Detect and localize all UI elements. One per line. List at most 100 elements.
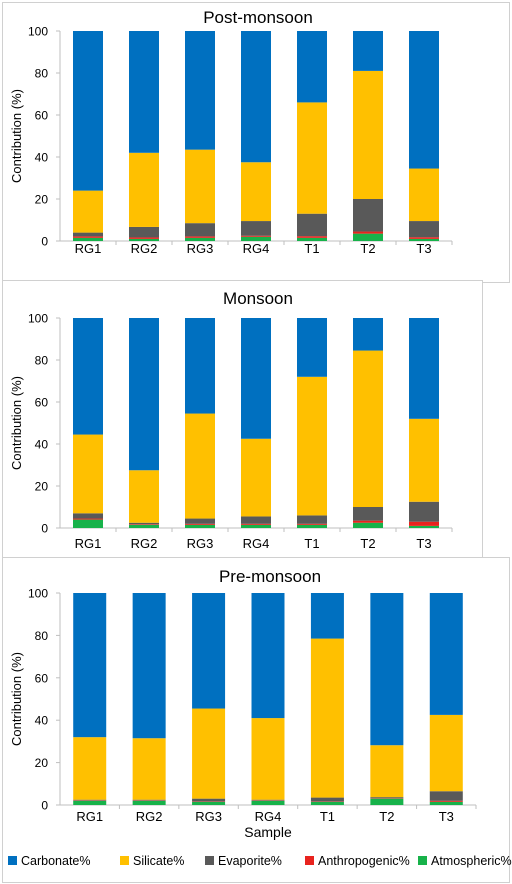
x-tick-label: T1 (320, 809, 335, 824)
y-tick-label: 0 (41, 799, 48, 813)
legend-label-anthropogenic: Anthropogenic% (318, 854, 410, 868)
bar-carbonate-rg4 (241, 31, 271, 163)
y-tick-label: 80 (35, 354, 49, 368)
bar-evaporite-t1 (297, 213, 327, 237)
bar-carbonate-t2 (353, 31, 383, 71)
y-tick-label: 40 (35, 151, 49, 165)
legend-swatch-atmospheric (418, 856, 427, 865)
legend-label-evaporite: Evaporite% (218, 854, 282, 868)
legend-swatch-evaporite (205, 856, 214, 865)
bar-carbonate-rg3 (185, 31, 215, 150)
chart-panel-1: Post-monsoon Contribution (%) 0 20 40 60 80 100… (2, 2, 510, 283)
bar-evaporite-rg3 (185, 518, 215, 524)
bar-atmospheric-t1 (310, 801, 344, 805)
bar-atmospheric-t1 (297, 524, 327, 528)
bar-silicate-rg3 (185, 149, 215, 224)
bar-carbonate-t3 (409, 318, 439, 419)
x-tick-label: T2 (360, 241, 375, 256)
bar-atmospheric-rg4 (241, 236, 271, 241)
chart-title: Post-monsoon (203, 8, 313, 27)
bar-evaporite-t2 (370, 797, 404, 799)
bar-evaporite-rg4 (241, 221, 271, 236)
bar-evaporite-rg3 (192, 798, 226, 802)
x-tick-label: RG1 (76, 809, 103, 824)
legend-label-silicate: Silicate% (133, 854, 184, 868)
y-tick-label: 100 (28, 587, 48, 601)
bar-carbonate-rg4 (251, 593, 285, 719)
x-tick-label: T2 (360, 536, 375, 551)
x-tick-label: T2 (379, 809, 394, 824)
bar-evaporite-t2 (353, 507, 383, 521)
bar-silicate-t2 (353, 70, 383, 200)
bar-evaporite-t1 (297, 515, 327, 524)
bar-evaporite-rg1 (73, 513, 103, 519)
bar-evaporite-t2 (353, 199, 383, 232)
bar-atmospheric-rg4 (251, 800, 285, 805)
bar-silicate-rg4 (241, 438, 271, 517)
x-tick-label: RG2 (131, 536, 158, 551)
bar-evaporite-t1 (310, 797, 344, 802)
bar-evaporite-rg2 (129, 522, 159, 525)
bar-carbonate-rg1 (73, 318, 103, 435)
bar-carbonate-rg1 (73, 31, 103, 191)
x-tick-label: RG4 (243, 241, 270, 256)
bar-silicate-rg2 (132, 738, 166, 800)
bar-carbonate-t1 (297, 318, 327, 377)
bar-carbonate-rg2 (132, 593, 166, 739)
bar-atmospheric-rg1 (73, 519, 103, 528)
bar-silicate-t1 (310, 638, 344, 798)
bar-anthropogenic-rg2 (129, 237, 159, 239)
bar-anthropogenic-t3 (409, 237, 439, 239)
y-tick-label: 80 (35, 629, 49, 643)
x-tick-label: RG1 (75, 536, 102, 551)
x-tick-label: RG2 (131, 241, 158, 256)
bar-anthropogenic-rg2 (129, 524, 159, 525)
x-tick-label: T1 (304, 536, 319, 551)
bar-atmospheric-rg2 (132, 800, 166, 805)
bar-evaporite-rg3 (185, 223, 215, 237)
x-tick-label: RG4 (255, 809, 282, 824)
bar-silicate-rg1 (73, 737, 107, 800)
legend-swatch-silicate (120, 856, 129, 865)
legend-swatch-anthropogenic (305, 856, 314, 865)
y-tick-label: 100 (28, 312, 48, 326)
chart-title: Pre-monsoon (219, 567, 321, 586)
bar-silicate-t3 (409, 168, 439, 222)
bar-atmospheric-t1 (297, 237, 327, 241)
y-tick-label: 60 (35, 671, 49, 685)
bar-anthropogenic-rg3 (185, 236, 215, 238)
legend-label-atmospheric: Atmospheric% (431, 854, 512, 868)
bar-atmospheric-t3 (429, 801, 463, 805)
bar-evaporite-rg4 (251, 799, 285, 801)
y-tick-label: 0 (41, 235, 48, 249)
bar-atmospheric-t3 (409, 238, 439, 241)
legend-label-carbonate: Carbonate% (21, 854, 91, 868)
bar-atmospheric-t2 (353, 522, 383, 528)
y-tick-label: 80 (35, 67, 49, 81)
bar-anthropogenic-t1 (297, 523, 327, 525)
chart-panel-2: Monsoon Contribution (%) 0 20 40 60 80 100 RG1 RG… (2, 280, 483, 558)
x-tick-label: T3 (439, 809, 454, 824)
bar-evaporite-rg4 (241, 516, 271, 524)
x-axis-label: Sample (244, 824, 292, 840)
y-tick-label: 60 (35, 109, 49, 123)
y-axis-label: Contribution (%) (9, 376, 24, 470)
bar-anthropogenic-t3 (409, 521, 439, 526)
bar-evaporite-rg2 (129, 226, 159, 238)
bar-carbonate-rg3 (185, 318, 215, 414)
bar-carbonate-rg3 (192, 593, 226, 709)
x-tick-label: RG4 (243, 536, 270, 551)
bar-carbonate-t3 (429, 593, 463, 715)
bar-silicate-rg4 (241, 162, 271, 222)
bar-carbonate-rg2 (129, 318, 159, 471)
bar-silicate-rg3 (185, 413, 215, 519)
bar-carbonate-t1 (297, 31, 327, 103)
bar-silicate-rg3 (192, 708, 226, 799)
y-axis-label: Contribution (%) (9, 652, 24, 746)
bar-evaporite-rg1 (73, 232, 103, 237)
bar-atmospheric-rg3 (185, 524, 215, 528)
x-tick-label: RG3 (195, 809, 222, 824)
bar-silicate-t3 (409, 418, 439, 502)
bar-evaporite-t3 (429, 791, 463, 801)
